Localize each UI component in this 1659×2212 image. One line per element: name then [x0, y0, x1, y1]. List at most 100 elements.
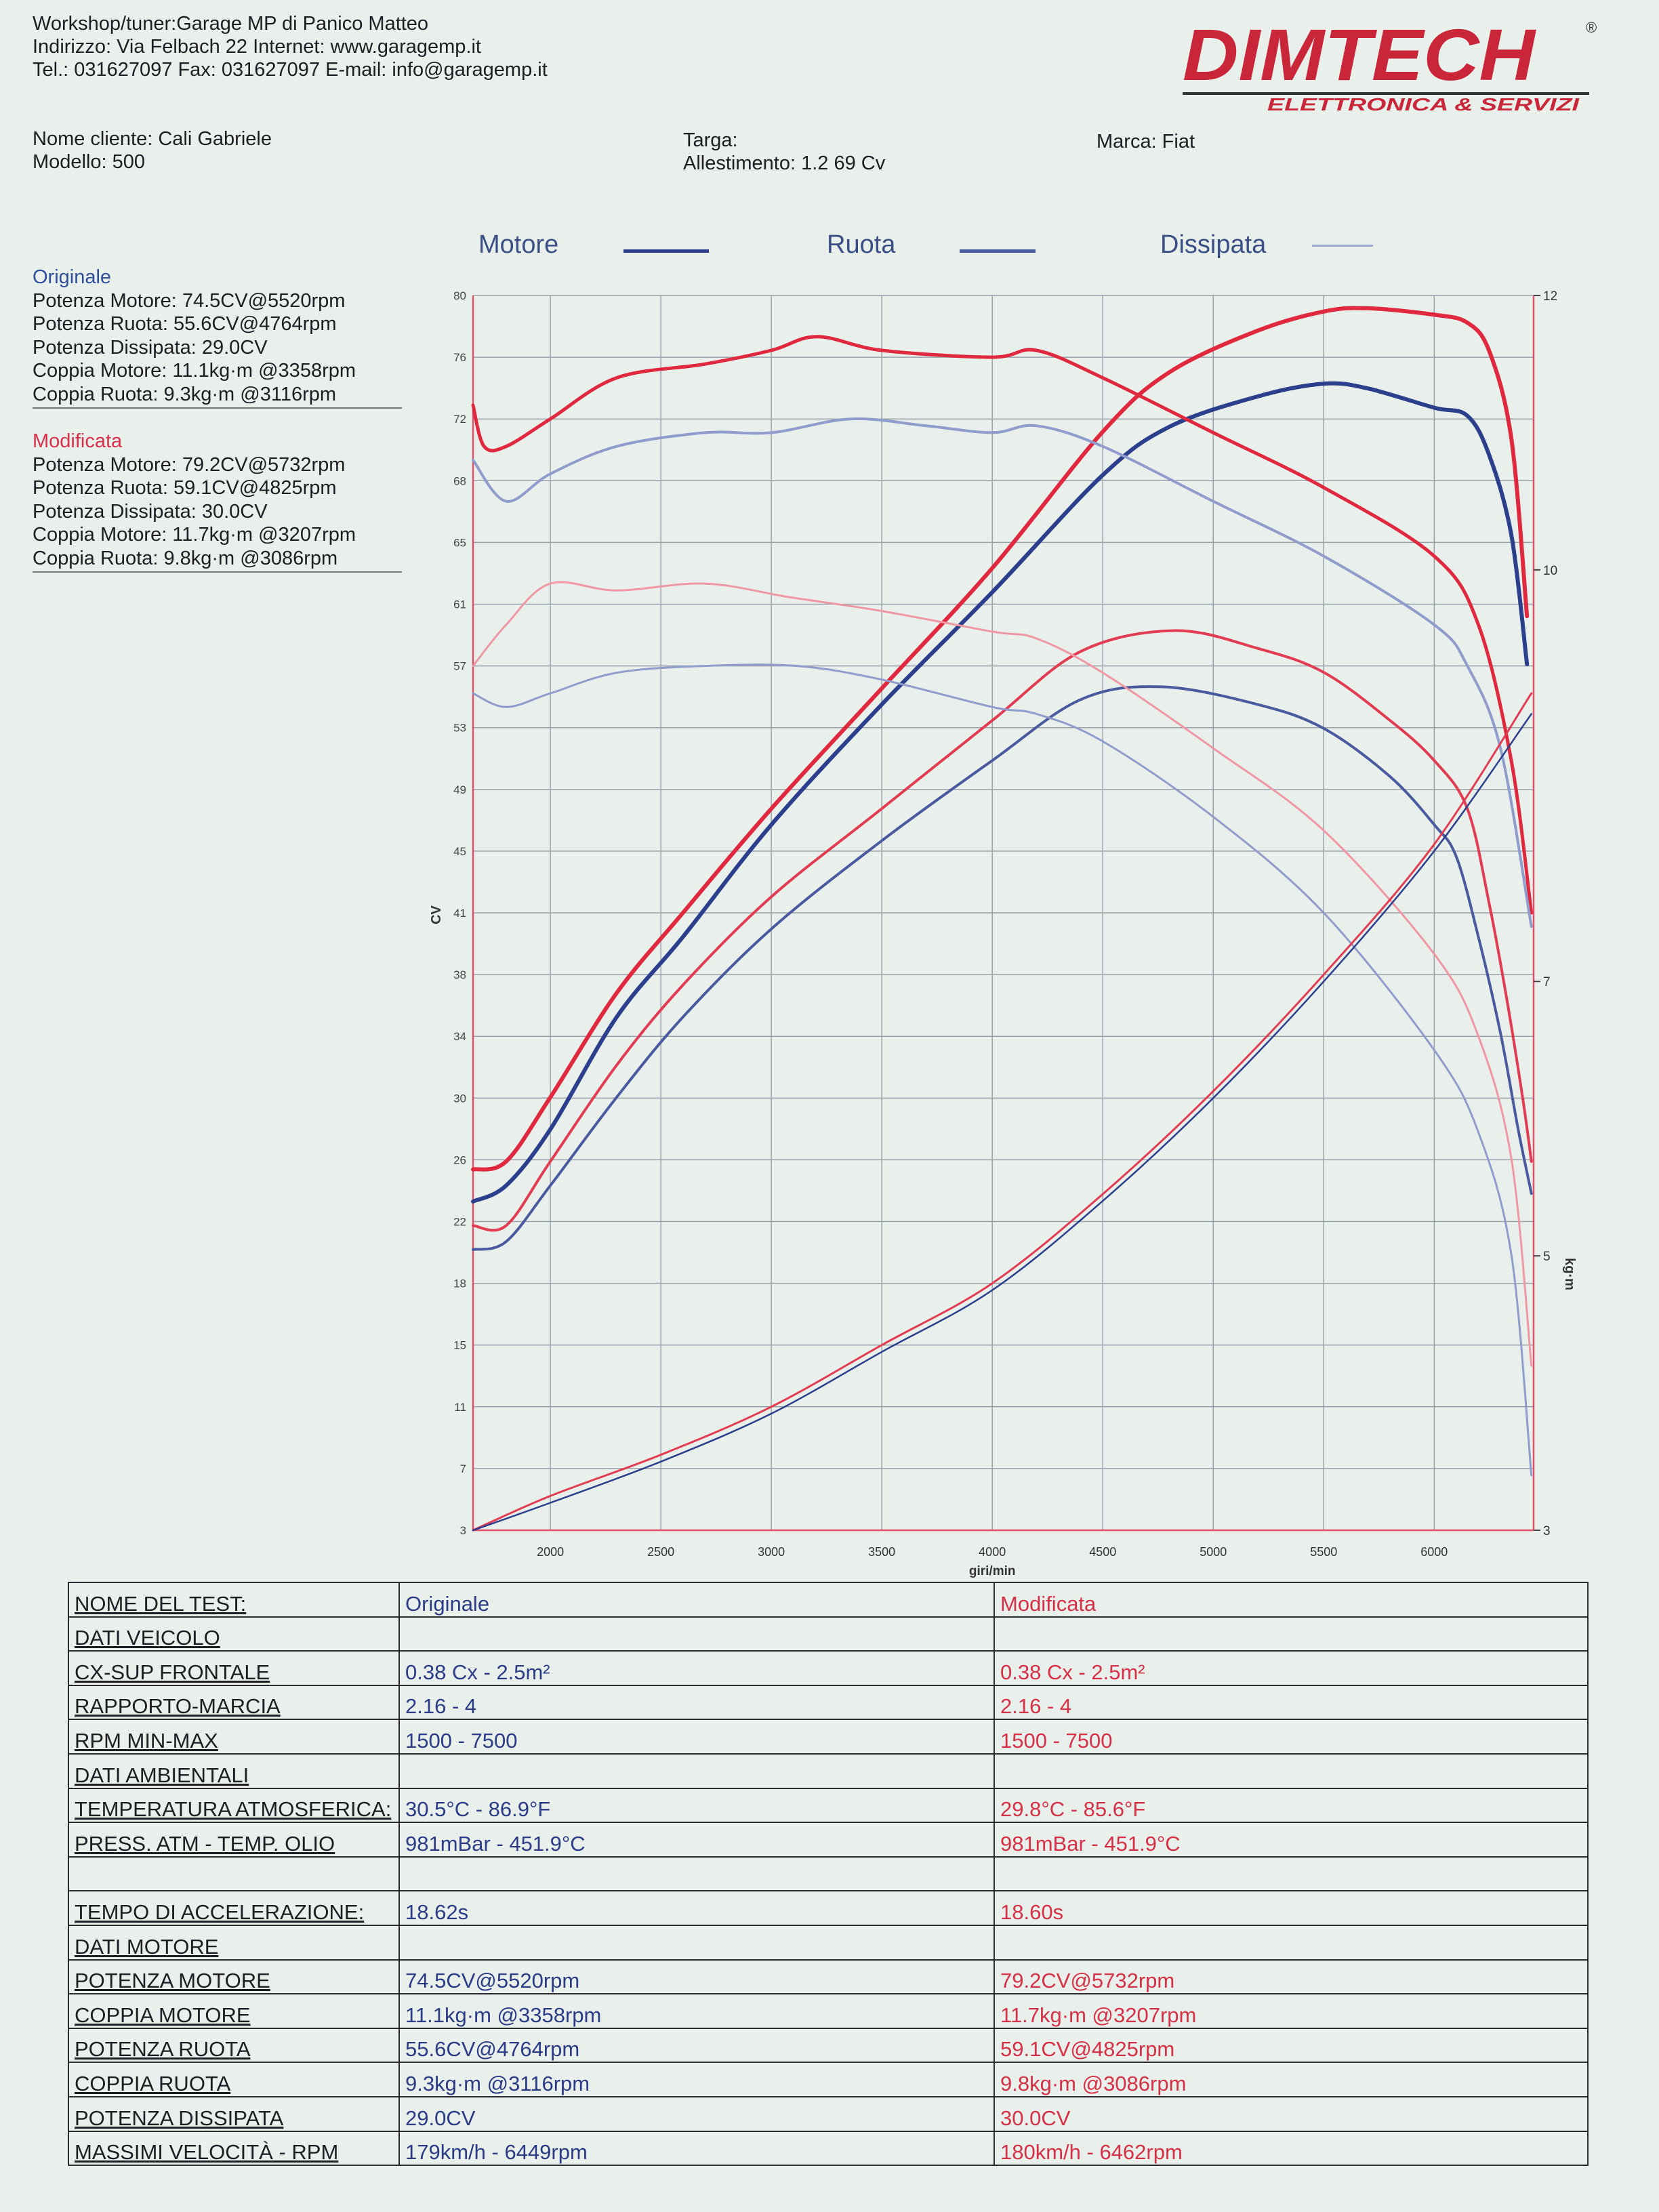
y-tick-label: 18: [453, 1277, 466, 1290]
series-mod_power_ruota: [472, 629, 1533, 1232]
y2-tick-label: 3: [1543, 1524, 1551, 1538]
y2-axis-label: kg·m: [1562, 1258, 1577, 1290]
row-label: TEMPERATURA ATMOSFERICA:: [68, 1787, 400, 1824]
row-label: DATI VEICOLO: [68, 1616, 400, 1652]
row-label: COPPIA RUOTA: [68, 2062, 400, 2097]
modificata-value: [994, 1753, 1589, 1789]
summary-line: Coppia Motore: 11.7kg·m @3207rpm: [33, 524, 356, 546]
originale-value: 179km/h - 6449rpm: [398, 2130, 995, 2167]
originale-value: Originale: [398, 1582, 995, 1618]
row-label: DATI MOTORE: [68, 1924, 400, 1961]
y-axis-label: CV: [429, 905, 444, 924]
originale-value: [398, 1616, 995, 1652]
summary-line: Potenza Motore: 79.2CV@5732rpm: [33, 453, 346, 476]
table-row: PRESS. ATM - TEMP. OLIO 981mBar - 451.9°C…: [68, 1822, 1589, 1858]
row-label: RPM MIN-MAX: [68, 1719, 400, 1755]
summary-modificata-title: Modificata: [33, 430, 123, 452]
legend-motore: Motore: [478, 230, 559, 259]
modificata-value: 180km/h - 6462rpm: [994, 2130, 1589, 2167]
originale-value: 55.6CV@4764rpm: [398, 2027, 995, 2064]
summary-line: Coppia Ruota: 9.3kg·m @3116rpm: [33, 383, 337, 405]
y-tick-label: 34: [453, 1030, 466, 1043]
x-tick-label: 4000: [979, 1545, 1006, 1559]
y-tick-label: 15: [453, 1339, 466, 1352]
dimtech-logo: DIMTECH ® ELETTRONICA & SERVIZI: [1183, 14, 1597, 114]
x-tick-label: 6000: [1420, 1545, 1448, 1559]
x-tick-label: 4500: [1089, 1545, 1116, 1559]
contact-line: Tel.: 031627097 Fax: 031627097 E-mail: i…: [33, 59, 548, 81]
originale-value: 9.3kg·m @3116rpm: [398, 2062, 995, 2097]
series-mod_coppia_motore: [471, 335, 1534, 915]
table-row: POTENZA RUOTA 55.6CV@4764rpm 59.1CV@4825rp…: [68, 2027, 1589, 2064]
row-label: DATI AMBIENTALI: [68, 1753, 400, 1789]
modello-text: Modello: 500: [33, 151, 146, 173]
summary-line: Potenza Dissipata: 30.0CV: [33, 500, 268, 523]
table-row: DATI VEICOLO: [68, 1616, 1589, 1652]
y-tick-label: 45: [453, 845, 466, 858]
modificata-value: 981mBar - 451.9°C: [994, 1822, 1589, 1858]
y-tick-label: 76: [453, 351, 466, 364]
x-tick-label: 5000: [1200, 1545, 1227, 1559]
series-orig_coppia_motore: [472, 417, 1533, 928]
summary-line: Potenza Ruota: 59.1CV@4825rpm: [33, 477, 337, 499]
table-row: RPM MIN-MAX 1500 - 7500 1500 - 7500: [68, 1719, 1589, 1755]
y-tick-label: 49: [453, 783, 466, 796]
logo-subtitle: ELETTRONICA & SERVIZI: [1267, 94, 1580, 114]
y-tick-label: 72: [453, 413, 466, 426]
table-row: TEMPERATURA ATMOSFERICA: 30.5°C - 86.9°F 2…: [68, 1787, 1589, 1824]
y-tick-label: 26: [453, 1153, 466, 1166]
summary-line: Potenza Ruota: 55.6CV@4764rpm: [33, 313, 337, 335]
modificata-value: 79.2CV@5732rpm: [994, 1959, 1589, 1995]
originale-value: 2.16 - 4: [398, 1684, 995, 1721]
legend-dissipata: Dissipata: [1160, 230, 1267, 259]
summary-line: Coppia Ruota: 9.8kg·m @3086rpm: [33, 547, 338, 569]
originale-value: 74.5CV@5520rpm: [398, 1959, 995, 1995]
row-label: [68, 1856, 400, 1892]
modificata-value: Modificata: [994, 1582, 1589, 1618]
y-tick-label: 11: [454, 1401, 466, 1414]
y-tick-label: 3: [460, 1524, 466, 1537]
originale-value: 981mBar - 451.9°C: [398, 1822, 995, 1858]
x-tick-label: 2000: [537, 1545, 564, 1559]
table-row: DATI AMBIENTALI: [68, 1753, 1589, 1789]
modificata-value: 18.60s: [994, 1890, 1589, 1926]
originale-value: 18.62s: [398, 1890, 995, 1926]
row-label: RAPPORTO-MARCIA: [68, 1684, 400, 1721]
row-label: POTENZA RUOTA: [68, 2027, 400, 2064]
originale-value: 1500 - 7500: [398, 1719, 995, 1755]
y-tick-label: 38: [453, 968, 466, 981]
logo-brand: DIMTECH: [1183, 14, 1536, 96]
chart-series: [471, 306, 1534, 1532]
y2-tick-label: 7: [1543, 975, 1551, 989]
logo-underline: [1183, 92, 1589, 95]
modificata-value: 30.0CV: [994, 2095, 1589, 2132]
workshop-header: Workshop/tuner:Garage MP di Panico Matte…: [33, 12, 548, 81]
x-tick-label: 5500: [1310, 1545, 1337, 1559]
targa-text: Targa:: [683, 129, 738, 151]
table-row: DATI MOTORE: [68, 1924, 1589, 1961]
row-label: MASSIMI VELOCITÀ - RPM: [68, 2130, 400, 2167]
chart-grid: [473, 295, 1534, 1531]
modificata-value: [994, 1924, 1589, 1961]
modificata-value: 29.8°C - 85.6°F: [994, 1787, 1589, 1824]
legend-ruota: Ruota: [827, 230, 896, 259]
modificata-value: 59.1CV@4825rpm: [994, 2027, 1589, 2064]
table-header-row: NOME DEL TEST: Originale Modificata: [68, 1582, 1589, 1618]
summary-line: Potenza Dissipata: 29.0CV: [33, 336, 268, 359]
series-orig_dissipata: [472, 713, 1532, 1532]
legend-ruota-swatch: [960, 249, 1036, 253]
workshop-line: Workshop/tuner:Garage MP di Panico Matte…: [33, 13, 429, 35]
modificata-value: [994, 1616, 1589, 1652]
table-row: POTENZA MOTORE 74.5CV@5520rpm 79.2CV@5732r…: [68, 1959, 1589, 1995]
summary-line: Coppia Motore: 11.1kg·m @3358rpm: [33, 360, 356, 382]
modificata-value: 11.7kg·m @3207rpm: [994, 1993, 1589, 2029]
summary-originale-title: Originale: [33, 266, 112, 288]
originale-value: [398, 1856, 995, 1892]
y-tick-label: 61: [453, 598, 466, 611]
table-row: COPPIA MOTORE 11.1kg·m @3358rpm 11.7kg·m @…: [68, 1993, 1589, 2029]
legend-motore-swatch: [623, 249, 709, 253]
y-tick-label: 41: [453, 907, 466, 920]
y-tick-label: 65: [453, 536, 466, 549]
originale-value: 30.5°C - 86.9°F: [398, 1787, 995, 1824]
marca-text: Marca: Fiat: [1097, 131, 1195, 152]
